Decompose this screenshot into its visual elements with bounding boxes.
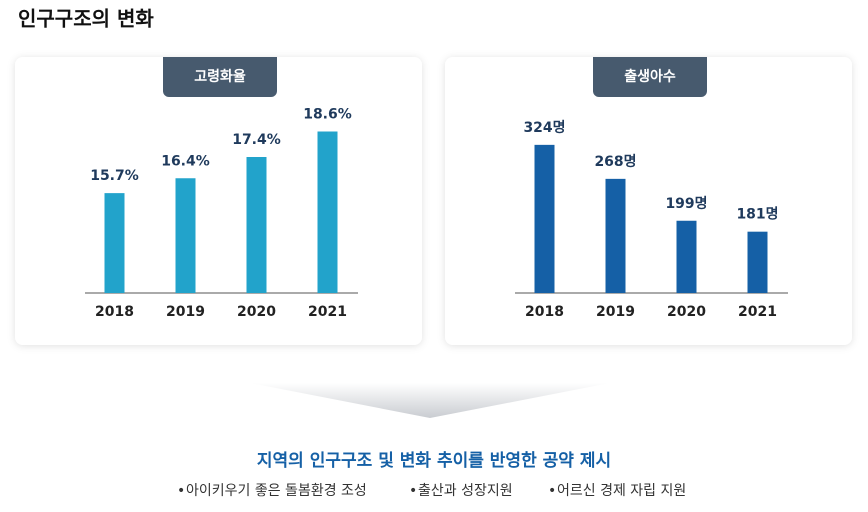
x-tick-label: 2018 [525,304,564,320]
bar [104,193,125,293]
bar [175,178,196,293]
value-label: 18.6% [303,107,352,123]
bar [605,178,626,293]
bullet-marker: • [409,483,417,499]
x-tick-label: 2019 [166,304,205,320]
chart-title: 고령화율 [194,68,246,85]
card [445,57,852,345]
bullet-text: 출산과 성장지원 [418,483,513,499]
value-label: 181명 [736,206,778,223]
x-tick-label: 2019 [596,304,635,320]
card [15,57,422,345]
value-label: 16.4% [161,153,210,169]
value-label: 268명 [594,153,636,170]
x-tick-label: 2018 [95,304,134,320]
x-tick-label: 2021 [308,304,347,320]
value-label: 324명 [523,119,565,136]
x-tick-label: 2020 [667,304,706,320]
bullet-text: 아이키우기 좋은 돌봄환경 조성 [186,483,367,499]
chevron [250,383,610,418]
bar [317,131,338,293]
chart-tab [593,57,707,67]
value-label: 15.7% [90,168,139,184]
bullet-text: 어르신 경제 자립 지원 [557,483,686,499]
bullet-marker: • [177,483,185,499]
chart-tab [163,57,277,67]
bar [534,144,555,293]
bullet-marker: • [548,483,556,499]
value-label: 17.4% [232,132,281,148]
value-label: 199명 [665,195,707,212]
page-title: 인구구조의 변화 [18,7,154,31]
x-tick-label: 2021 [738,304,777,320]
bar [747,231,768,293]
x-tick-label: 2020 [237,304,276,320]
bar [676,220,697,293]
bullet-list: • 아이키우기 좋은 돌봄환경 조성 • 출산과 성장지원 • 어르신 경제 자립 지원 [177,483,686,499]
bar [246,157,267,293]
summary-heading: 지역의 인구구조 및 변화 추이를 반영한 공약 제시 [257,450,611,471]
chart-title: 출생아수 [624,68,676,85]
